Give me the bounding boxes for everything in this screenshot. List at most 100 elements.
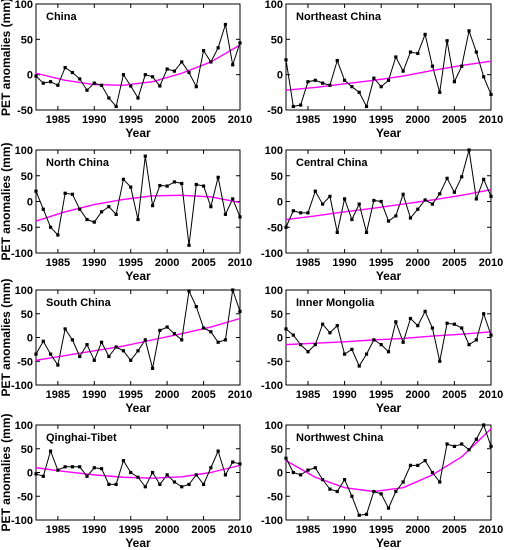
data-point (401, 480, 405, 484)
data-point (136, 217, 140, 222)
x-tick-label: 1990 (332, 114, 356, 126)
y-tick-label: 50 (271, 171, 283, 183)
y-tick-label: -50 (267, 222, 283, 234)
data-point (474, 338, 478, 342)
data-point (299, 473, 303, 477)
y-tick-label: 0 (27, 197, 33, 209)
data-point (423, 459, 427, 463)
x-tick-label: 2000 (406, 389, 430, 401)
data-point (150, 470, 155, 475)
x-tick-label: 2010 (228, 114, 252, 126)
data-point (321, 478, 325, 482)
data-point (313, 343, 317, 347)
data-point (430, 326, 435, 330)
data-point (209, 205, 213, 209)
data-point (452, 444, 456, 448)
data-point (284, 225, 288, 229)
x-tick-label: 1985 (46, 524, 70, 536)
y-tick-label: -50 (17, 222, 33, 234)
data-point (187, 482, 191, 486)
data-point (386, 78, 391, 82)
data-point (56, 363, 60, 367)
y-tick-label: 100 (15, 285, 33, 297)
data-point (56, 83, 60, 87)
data-point (386, 350, 391, 354)
data-point (143, 73, 147, 77)
data-point (452, 190, 456, 194)
chart-panel: -100 -50 0 50 100 1985 1990 1995 2000 2005 2010 Inn… (261, 285, 503, 415)
x-tick-label: 2010 (228, 389, 252, 401)
data-point (416, 324, 420, 328)
data-point (231, 288, 235, 292)
data-point (328, 487, 332, 491)
data-point (438, 90, 442, 94)
data-point (416, 51, 420, 56)
data-point (209, 60, 213, 64)
x-axis-label: Year (376, 269, 402, 283)
data-point (328, 331, 332, 335)
data-point (209, 330, 213, 334)
y-tick-label: -50 (17, 491, 33, 503)
data-point (150, 204, 155, 208)
data-point (423, 198, 427, 202)
data-point (394, 214, 398, 218)
data-point (121, 349, 126, 353)
data-point (445, 442, 449, 446)
data-point (452, 322, 456, 326)
data-point (467, 29, 471, 33)
data-point (379, 492, 383, 496)
data-point (136, 96, 140, 100)
y-tick-label: 0 (277, 333, 283, 345)
data-point (158, 482, 162, 486)
data-point (78, 77, 82, 81)
data-point (408, 463, 413, 467)
data-point (474, 437, 478, 441)
x-tick-label: 1990 (332, 257, 356, 269)
data-point (172, 480, 177, 484)
data-point (438, 480, 442, 484)
data-point (321, 322, 325, 326)
x-tick-label: 2005 (191, 389, 215, 401)
data-point (445, 176, 449, 180)
x-tick-label: 1990 (82, 114, 106, 126)
y-tick-label: 100 (15, 145, 33, 157)
data-point (408, 316, 413, 321)
x-tick-label: 1995 (118, 257, 142, 269)
data-point (136, 349, 140, 353)
data-point (460, 442, 464, 446)
data-point (350, 85, 354, 89)
data-point (401, 69, 405, 73)
data-point (194, 473, 198, 477)
data-point (107, 205, 111, 209)
data-point (180, 181, 184, 186)
data-point (364, 104, 369, 109)
x-tick-label: 1995 (369, 257, 393, 269)
x-tick-label: 1985 (46, 389, 70, 401)
y-tick-label: -50 (267, 105, 283, 117)
data-point (335, 230, 339, 234)
data-point (328, 83, 332, 87)
y-tick-label: 100 (265, 0, 283, 11)
y-tick-label: 0 (277, 197, 283, 209)
y-tick-label: 100 (265, 420, 283, 432)
y-tick-label: 50 (21, 309, 33, 321)
data-point (357, 202, 361, 206)
data-point (482, 423, 486, 427)
data-point (92, 220, 96, 224)
data-point (238, 41, 242, 45)
data-point (56, 468, 60, 472)
data-point (430, 470, 435, 475)
data-point (41, 474, 45, 478)
y-tick-label: -50 (267, 491, 283, 503)
data-point (306, 80, 310, 84)
y-axis-label: PET anomalies (mm) (0, 142, 13, 260)
data-point (121, 73, 126, 77)
data-point (70, 70, 75, 75)
y-tick-label: -100 (11, 248, 33, 260)
y-tick-label: 50 (21, 171, 33, 183)
data-point (78, 354, 82, 359)
data-point (129, 358, 133, 362)
y-tick-label: -50 (17, 105, 33, 117)
data-point (482, 177, 486, 181)
